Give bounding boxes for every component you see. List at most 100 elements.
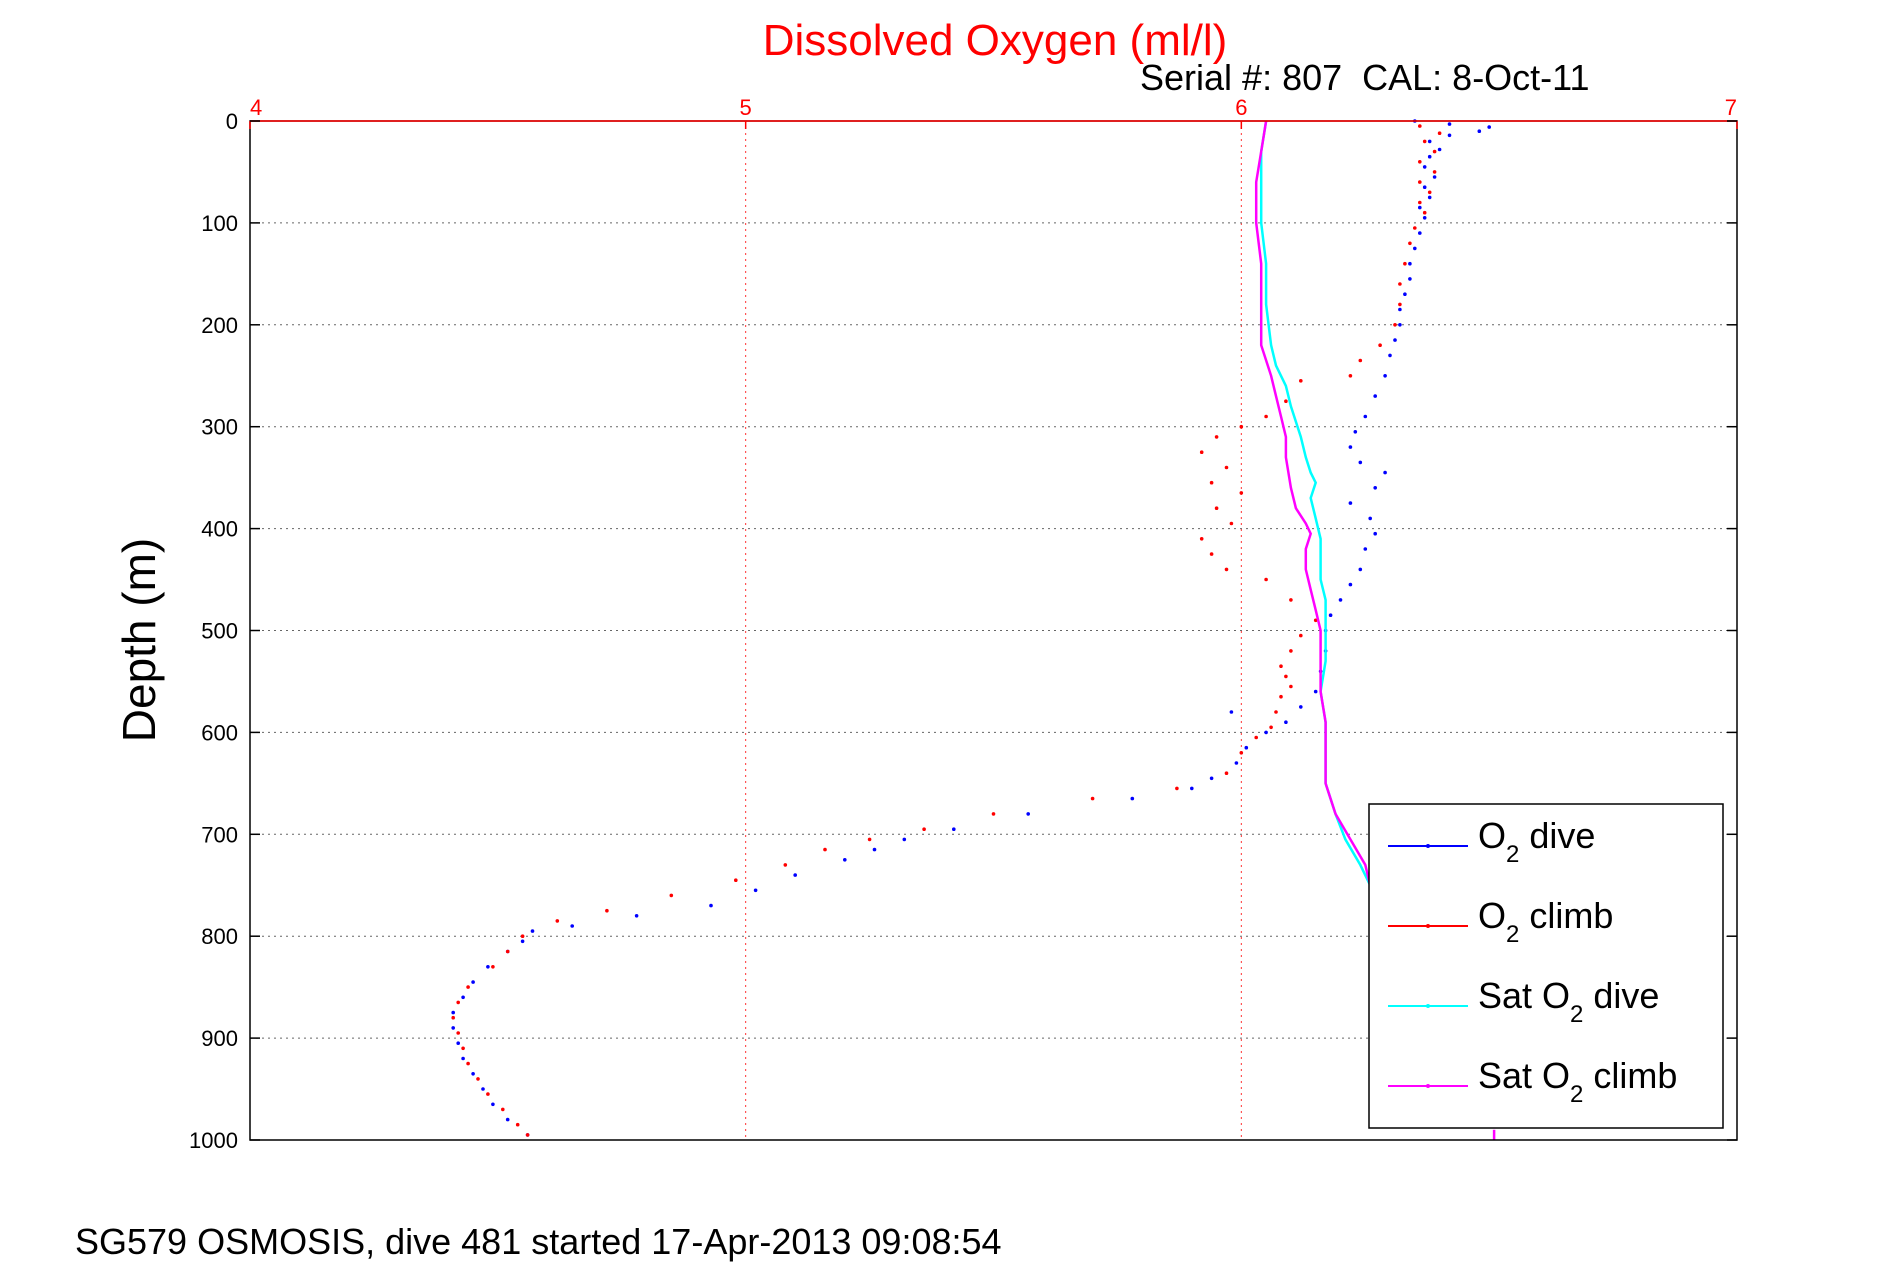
data-point xyxy=(1254,735,1258,740)
data-point xyxy=(1289,598,1293,602)
series-line xyxy=(1254,120,1372,886)
data-point xyxy=(1284,674,1288,679)
data-point xyxy=(1398,302,1402,307)
data-point xyxy=(669,893,674,898)
data-point xyxy=(451,1026,456,1030)
data-point xyxy=(753,888,758,893)
data-point xyxy=(952,827,956,831)
data-point xyxy=(1418,205,1422,210)
data-point xyxy=(486,1092,490,1096)
data-point xyxy=(1373,394,1377,398)
data-point xyxy=(471,980,475,984)
data-point xyxy=(491,965,495,969)
data-point xyxy=(1313,618,1318,623)
data-point xyxy=(1358,358,1363,363)
y-tick-label: 400 xyxy=(201,517,238,542)
data-point xyxy=(1214,435,1219,439)
data-point xyxy=(1437,147,1442,152)
data-point xyxy=(1398,307,1402,312)
data-point xyxy=(1427,139,1432,144)
data-point xyxy=(1447,122,1452,126)
data-point xyxy=(1373,486,1377,490)
data-point xyxy=(793,873,797,877)
data-point xyxy=(1477,129,1482,133)
data-point xyxy=(1418,231,1422,235)
data-point xyxy=(1209,552,1214,556)
data-point xyxy=(867,837,872,842)
data-point xyxy=(461,995,465,1000)
data-point xyxy=(1432,149,1437,154)
data-point xyxy=(1348,374,1353,378)
legend-label: O2 dive xyxy=(1478,815,1595,868)
data-point xyxy=(1130,796,1135,801)
data-point xyxy=(1353,430,1358,434)
data-point xyxy=(1229,521,1234,526)
y-tick-label: 600 xyxy=(201,720,238,745)
y-tick-label: 800 xyxy=(201,924,238,949)
legend-label: Sat O2 dive xyxy=(1478,975,1659,1028)
data-point xyxy=(471,1072,475,1076)
y-tick-label: 100 xyxy=(201,211,238,236)
data-point xyxy=(1289,684,1293,689)
data-point xyxy=(1363,547,1368,551)
data-point xyxy=(1422,210,1427,215)
data-point xyxy=(505,949,510,954)
data-point xyxy=(1398,282,1402,286)
data-point xyxy=(1422,165,1427,169)
data-point xyxy=(709,903,713,908)
data-point xyxy=(530,929,535,933)
data-point xyxy=(1214,506,1219,511)
legend-entries: O2 dive O2 climb Sat O2 dive Sat O2 climb xyxy=(1388,815,1677,1108)
data-point xyxy=(570,924,574,928)
data-point xyxy=(823,847,827,852)
x-tick-label: 4 xyxy=(250,95,262,120)
data-point xyxy=(1244,745,1249,750)
data-point xyxy=(1403,261,1407,266)
data-point xyxy=(1279,694,1283,699)
data-point xyxy=(1224,771,1229,775)
data-point xyxy=(1239,491,1244,495)
data-point xyxy=(1299,379,1303,383)
y-axis-ticks: 0 100 200 300 400 500 600 700 800 900 1000 xyxy=(189,109,1737,1153)
data-point xyxy=(1190,786,1194,791)
data-point xyxy=(1418,160,1422,164)
legend-label: Sat O2 climb xyxy=(1478,1055,1677,1108)
data-point xyxy=(456,1041,461,1045)
data-point xyxy=(1264,577,1268,582)
data-point xyxy=(1348,501,1353,505)
legend-box xyxy=(1368,803,1724,1129)
data-point xyxy=(1229,710,1234,714)
data-point xyxy=(1408,261,1412,266)
y-axis-label: Depth (m) xyxy=(113,538,165,742)
data-point xyxy=(1209,776,1214,781)
data-point xyxy=(1447,133,1452,138)
data-point xyxy=(1284,399,1288,404)
data-point xyxy=(1358,567,1363,572)
y-tick-label: 0 xyxy=(226,109,238,134)
data-point xyxy=(634,914,639,918)
data-point xyxy=(1422,139,1427,144)
data-point xyxy=(1264,414,1268,419)
data-point xyxy=(515,1122,520,1127)
data-point xyxy=(872,847,877,852)
data-point xyxy=(1348,445,1353,449)
data-point xyxy=(1422,216,1427,220)
data-point xyxy=(520,934,525,938)
data-point xyxy=(1299,633,1303,638)
data-point xyxy=(1413,246,1417,251)
data-point xyxy=(451,1010,456,1015)
y-tick-label: 500 xyxy=(201,619,238,644)
data-point xyxy=(456,1031,461,1035)
series-o2-climb xyxy=(451,124,1442,1137)
data-point xyxy=(1209,480,1214,485)
data-point xyxy=(491,1102,495,1107)
data-point xyxy=(461,1056,465,1061)
data-point xyxy=(1378,343,1382,348)
chart-subtitle: Serial #: 807 CAL: 8-Oct-11 xyxy=(1140,57,1590,98)
series-layer xyxy=(451,119,1496,1140)
data-point xyxy=(1418,124,1422,128)
data-point xyxy=(1269,725,1273,730)
data-point xyxy=(451,1015,456,1020)
data-point xyxy=(1487,125,1491,129)
data-point xyxy=(1284,720,1288,724)
